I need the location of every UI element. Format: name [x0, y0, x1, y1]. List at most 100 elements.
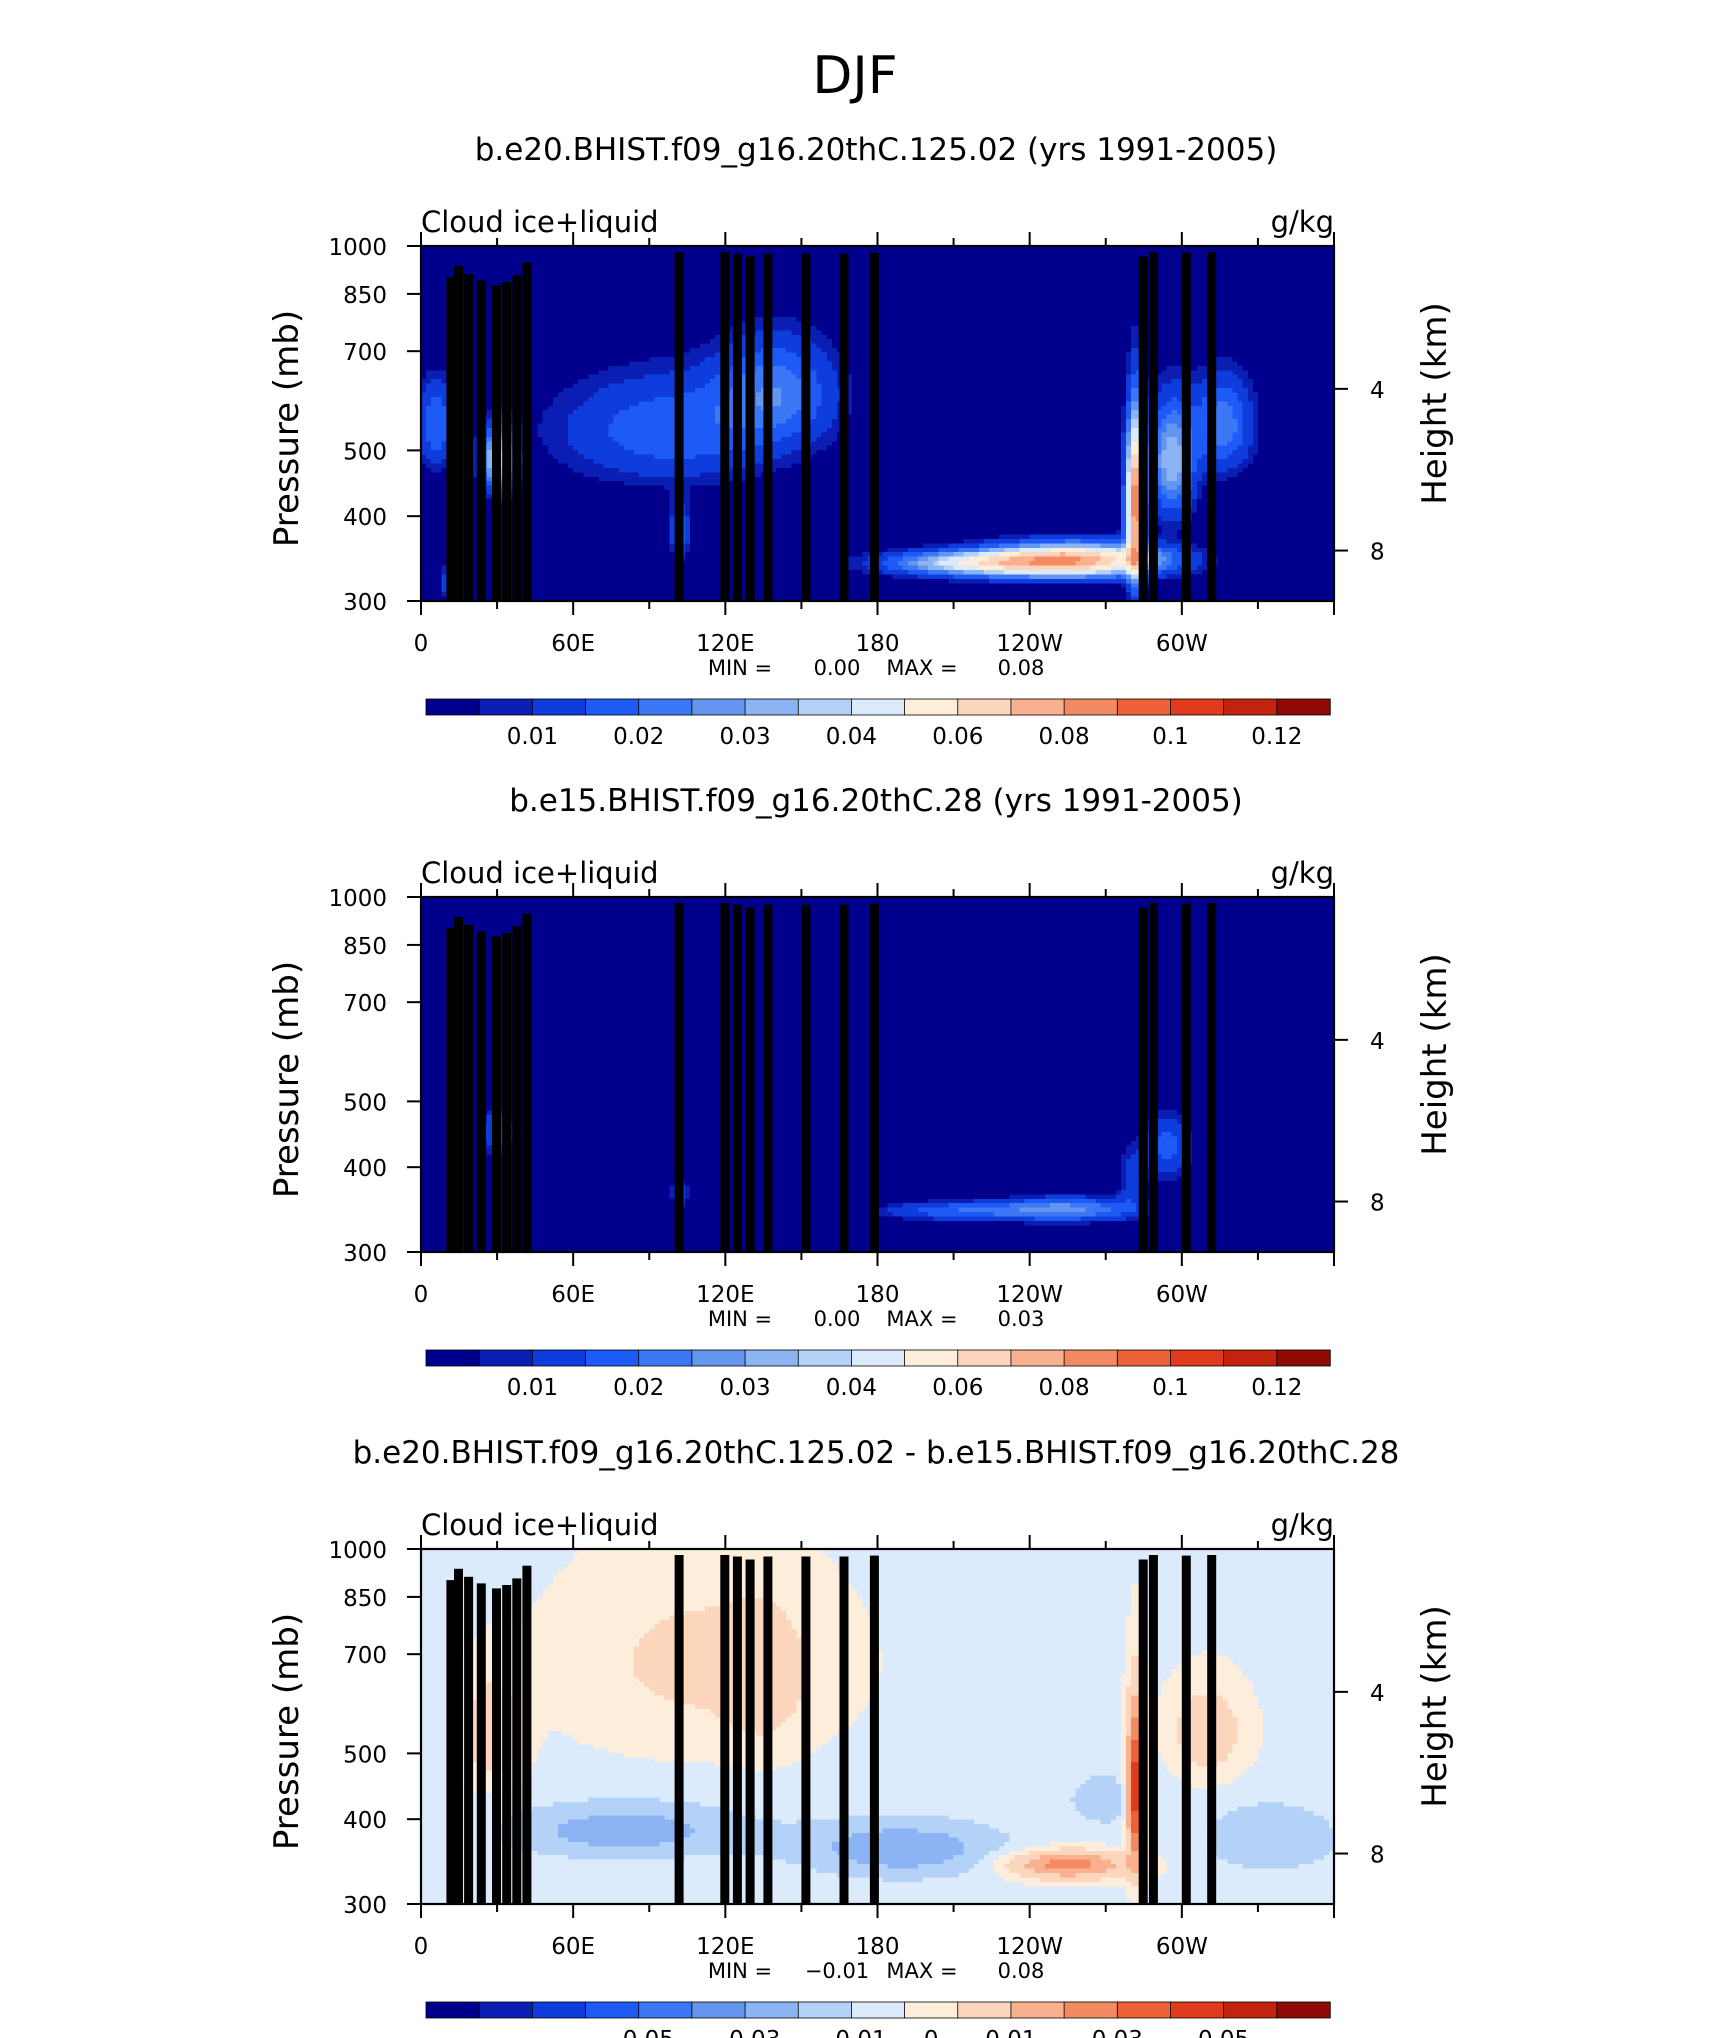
colorbar-label: 0.1 — [1152, 1375, 1189, 1401]
panel-left-string: Cloud ice+liquid — [421, 1508, 659, 1542]
colorbar-label: 0.12 — [1251, 724, 1302, 750]
x-tick-label: 180 — [856, 631, 900, 657]
panel-1: b.e20.BHIST.f09_g16.20thC.125.02 (yrs 19… — [267, 132, 1455, 750]
y-tick-label: 400 — [343, 1156, 387, 1182]
max-label: MAX = — [886, 1959, 957, 1983]
colorbar: 0.01 0.02 0.03 0.04 0.06 0.08 0.1 0.12 — [425, 1349, 1331, 1401]
y-right-tick-label: 4 — [1370, 1681, 1385, 1707]
panel-left-string: Cloud ice+liquid — [421, 856, 659, 890]
panel-title: b.e20.BHIST.f09_g16.20thC.125.02 (yrs 19… — [475, 132, 1278, 168]
min-label: MIN = — [708, 1307, 772, 1331]
colorbar-box — [1170, 698, 1225, 716]
y-tick-label: 300 — [343, 1241, 387, 1267]
colorbar-box — [1116, 2001, 1172, 2019]
x-tick-label: 60E — [551, 631, 595, 657]
colorbar-box — [478, 698, 534, 716]
panel-2: b.e15.BHIST.f09_g16.20thC.28 (yrs 1991-2… — [267, 783, 1455, 1401]
x-tick-label: 60E — [551, 1934, 595, 1960]
y-tick-label: 700 — [343, 340, 387, 366]
max-value: 0.08 — [998, 656, 1045, 680]
colorbar-label: 0.05 — [1198, 2027, 1249, 2038]
colorbar-box — [1170, 2001, 1225, 2019]
colorbar-box — [957, 698, 1012, 716]
min-label: MIN = — [708, 656, 772, 680]
x-tick-label: 0 — [414, 631, 429, 657]
y-tick-label: 300 — [343, 1893, 387, 1919]
figure-title: DJF — [812, 46, 897, 106]
colorbar-label: −0.03 — [710, 2027, 780, 2038]
colorbar-box — [1010, 2001, 1065, 2019]
min-value: 0.00 — [814, 656, 861, 680]
colorbar-label: −0.01 — [816, 2027, 886, 2038]
y-tick-label: 500 — [343, 439, 387, 465]
y-tick-label: 400 — [343, 505, 387, 531]
y-tick-label: 1000 — [328, 235, 387, 261]
min-label: MIN = — [708, 1959, 772, 1983]
colorbar-box — [691, 2001, 746, 2019]
panels: b.e20.BHIST.f09_g16.20thC.125.02 (yrs 19… — [267, 132, 1455, 2038]
colorbar-label: 0.1 — [1152, 724, 1189, 750]
colorbar-box — [531, 1349, 587, 1367]
colorbar-label: 0.03 — [1092, 2027, 1143, 2038]
colorbar-label: 0.03 — [719, 1375, 770, 1401]
colorbar-box — [638, 698, 693, 716]
y-tick-label: 1000 — [328, 1538, 387, 1564]
colorbar-box — [1276, 2001, 1331, 2019]
colorbar-box — [585, 698, 640, 716]
y-tick-label: 300 — [343, 590, 387, 616]
panel-left-string: Cloud ice+liquid — [421, 205, 659, 239]
colorbar-label: 0.06 — [932, 1375, 983, 1401]
colorbar-label: 0.03 — [719, 724, 770, 750]
colorbar-box — [797, 1349, 853, 1367]
colorbar-label: 0.02 — [613, 1375, 664, 1401]
colorbar-label: 0.06 — [932, 724, 983, 750]
x-tick-label: 120E — [696, 631, 754, 657]
panel-units: g/kg — [1271, 856, 1334, 890]
colorbar-box — [531, 698, 587, 716]
colorbar-box — [744, 698, 799, 716]
panel-title: b.e20.BHIST.f09_g16.20thC.125.02 - b.e15… — [353, 1435, 1400, 1471]
colorbar-box — [797, 2001, 853, 2019]
y-right-axis-title: Height (km) — [1415, 1605, 1455, 1808]
max-label: MAX = — [886, 1307, 957, 1331]
y-tick-label: 850 — [343, 283, 387, 309]
colorbar-box — [744, 2001, 799, 2019]
colorbar-box — [638, 1349, 693, 1367]
y-tick-label: 700 — [343, 1643, 387, 1669]
colorbar-box — [1276, 1349, 1331, 1367]
colorbar-box — [904, 2001, 959, 2019]
colorbar-box — [1010, 1349, 1065, 1367]
x-tick-label: 0 — [414, 1934, 429, 1960]
x-tick-label: 120W — [996, 631, 1063, 657]
colorbar-label: 0.01 — [507, 724, 558, 750]
y-tick-label: 850 — [343, 934, 387, 960]
colorbar-box — [1116, 698, 1172, 716]
colorbar-label: 0.04 — [826, 1375, 877, 1401]
colorbar-box — [957, 1349, 1012, 1367]
colorbar-box — [478, 2001, 534, 2019]
colorbar-box — [1063, 698, 1118, 716]
max-label: MAX = — [886, 656, 957, 680]
x-tick-label: 120E — [696, 1934, 754, 1960]
min-value: 0.00 — [814, 1307, 861, 1331]
colorbar-box — [1276, 698, 1331, 716]
y-right-tick-label: 8 — [1370, 1191, 1385, 1217]
colorbar-box — [585, 1349, 640, 1367]
colorbar-box — [1116, 1349, 1172, 1367]
colorbar-box — [744, 1349, 799, 1367]
panel-units: g/kg — [1271, 1508, 1334, 1542]
colorbar-label: 0.12 — [1251, 1375, 1302, 1401]
colorbar-box — [851, 2001, 906, 2019]
min-value: −0.01 — [805, 1959, 869, 1983]
y-right-axis-title: Height (km) — [1415, 953, 1455, 1156]
y-tick-label: 700 — [343, 991, 387, 1017]
y-tick-label: 400 — [343, 1808, 387, 1834]
colorbar-box — [691, 698, 746, 716]
panel-3: b.e20.BHIST.f09_g16.20thC.125.02 - b.e15… — [267, 1435, 1455, 2038]
y-right-tick-label: 8 — [1370, 540, 1385, 566]
colorbar-label: 0.08 — [1038, 724, 1089, 750]
colorbar-box — [851, 1349, 906, 1367]
topography-mask — [446, 252, 1217, 601]
colorbar-label: 0.04 — [826, 724, 877, 750]
